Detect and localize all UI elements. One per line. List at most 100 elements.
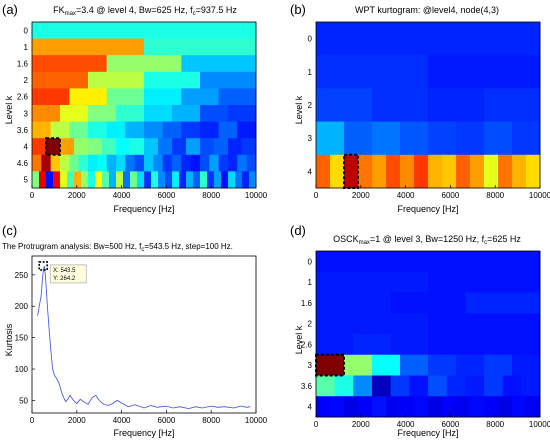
a-cell: [190, 154, 201, 172]
d-ytick-label: 2: [308, 320, 313, 329]
b-cell: [400, 121, 429, 156]
panel-d-title: OSCKmax=1 @ level 3, Bw=1250 Hz, fc=625 …: [333, 234, 521, 246]
b-cell: [456, 154, 471, 189]
d-cell: [400, 354, 429, 376]
a-ytick-label: 4: [24, 143, 29, 152]
a-cell: [116, 138, 131, 156]
a-cell: [237, 121, 257, 139]
b-cell: [498, 154, 513, 189]
a-ytick-label: 1: [24, 43, 29, 52]
d-cell: [512, 354, 541, 376]
a-xtick-label: 4000: [113, 191, 131, 200]
a-cell: [181, 121, 201, 139]
a-cell: [102, 138, 117, 156]
a-cell: [235, 171, 243, 189]
a-cell: [78, 154, 89, 172]
d-cell: [526, 396, 541, 418]
a-cell: [200, 138, 215, 156]
a-cell: [242, 138, 257, 156]
d-cell: [498, 396, 513, 418]
panel-b: (b) WPT kurtogram: @level4, node(4,3) 0 1…: [290, 2, 550, 214]
panel-label-b: (b): [290, 2, 306, 17]
a-ytick-label: 0: [24, 26, 29, 35]
b-cell: [484, 154, 499, 189]
a-cell: [46, 138, 61, 156]
a-cell: [207, 171, 215, 189]
c-xtick-label: 10000: [245, 416, 268, 425]
a-cell: [88, 171, 96, 189]
d-ytick-label: 4: [308, 403, 313, 412]
c-xtick-label: 8000: [202, 416, 220, 425]
d-xtick-label: 6000: [442, 420, 460, 429]
b-cell: [456, 121, 485, 156]
b-cell: [512, 121, 541, 156]
a-cell: [165, 171, 173, 189]
panel-label-a: (a): [2, 2, 18, 17]
a-cell: [162, 154, 173, 172]
a-cell: [144, 171, 152, 189]
panel-label-c: (c): [2, 223, 17, 238]
d-cell: [316, 396, 331, 418]
a-xtick-label: 6000: [158, 191, 176, 200]
a-cell: [116, 154, 126, 172]
a-cell: [218, 121, 238, 139]
a-cell: [106, 121, 126, 139]
d-cell: [316, 251, 541, 273]
d-cell: [334, 375, 354, 397]
b-ytick-label: 2: [308, 101, 313, 110]
d-xtick-label: 0: [314, 420, 319, 429]
c-datatip-marker: [38, 261, 48, 271]
d-cell: [409, 375, 429, 397]
d-cell: [390, 334, 429, 356]
c-xtick-label: 2000: [68, 416, 86, 425]
a-cell: [162, 121, 182, 139]
a-cell: [172, 138, 187, 156]
a-cell: [41, 154, 52, 172]
a-cell: [144, 154, 154, 172]
a-cell: [60, 138, 75, 156]
a-cell: [242, 171, 250, 189]
d-cell: [414, 396, 429, 418]
b-xtick-label: 6000: [442, 191, 460, 200]
d-cell: [428, 396, 443, 418]
b-cell: [526, 154, 541, 189]
a-xtick-label: 2000: [68, 191, 86, 200]
a-cell: [200, 71, 257, 89]
a-cell: [116, 105, 145, 122]
a-cell: [106, 154, 117, 172]
d-cell: [465, 292, 541, 314]
d-cell: [316, 375, 336, 397]
ylabel-c: Kurtosis: [4, 323, 14, 356]
d-cell: [512, 396, 527, 418]
a-cell: [172, 171, 180, 189]
a-cell: [32, 38, 145, 56]
a-cell: [130, 138, 145, 156]
d-cell: [465, 375, 485, 397]
a-cell: [193, 171, 201, 189]
d-ytick-label: 2.6: [301, 340, 313, 349]
b-cell: [442, 154, 457, 189]
b-ytick-label: 1: [308, 68, 313, 77]
a-cell: [214, 171, 222, 189]
d-xtick-label: 8000: [486, 420, 504, 429]
c-ytick-label: 150: [15, 334, 29, 343]
a-ytick-label: 2: [24, 76, 29, 85]
b-cell: [400, 154, 415, 189]
a-cell: [200, 105, 229, 122]
a-cell: [228, 105, 257, 122]
a-cell: [218, 88, 257, 106]
b-frame: [315, 21, 541, 189]
d-cell: [372, 313, 429, 335]
a-xtick-label: 8000: [202, 191, 220, 200]
a-cell: [32, 55, 108, 73]
a-cell: [144, 105, 173, 122]
d-cell: [316, 334, 354, 356]
b-xtick-label: 0: [314, 191, 319, 200]
xlabel-c: Frequency [Hz]: [113, 428, 174, 438]
d-cell: [358, 396, 373, 418]
d-cell: [316, 292, 392, 314]
a-cell: [97, 154, 108, 172]
d-cell: [502, 375, 522, 397]
a-cell: [125, 121, 145, 139]
b-cell: [330, 154, 345, 189]
